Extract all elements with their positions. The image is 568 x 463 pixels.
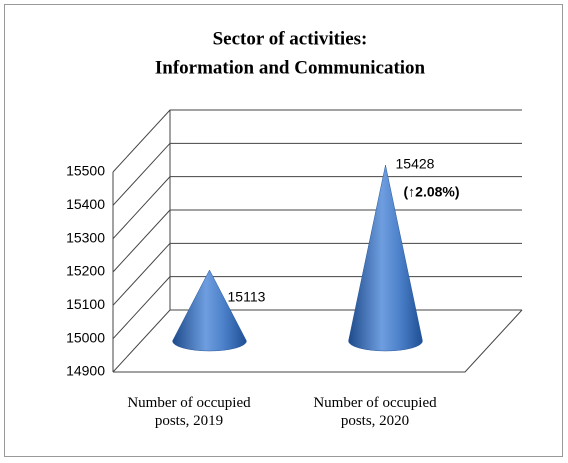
grid-line: [112, 242, 522, 306]
x-tick-label: Number of occupied posts, 2019: [127, 395, 251, 429]
floor: [113, 309, 523, 373]
grid-line: [112, 142, 522, 206]
x-tick-label: Number of occupied posts, 2020: [313, 395, 437, 429]
value-label: 15113: [228, 289, 266, 305]
y-tick-label: 15200: [66, 263, 105, 279]
grid-line: [112, 209, 522, 273]
chart-title: Sector of activities:: [213, 28, 368, 49]
y-tick-label: 15100: [66, 296, 105, 312]
y-tick-label: 15300: [66, 229, 105, 245]
cone: [172, 269, 247, 352]
cone: [348, 164, 423, 352]
y-tick-label: 15000: [66, 329, 105, 345]
y-tick-label: 15400: [66, 196, 105, 212]
annotation: (↑2.08%): [404, 184, 460, 200]
y-tick-label: 15500: [66, 163, 105, 179]
frame: [4, 4, 563, 457]
grid-line: [112, 109, 522, 173]
chart-title: Information and Communication: [155, 57, 426, 78]
y-tick-label: 14900: [66, 363, 105, 379]
grid-line: [112, 176, 522, 240]
value-label: 15428: [396, 156, 435, 172]
